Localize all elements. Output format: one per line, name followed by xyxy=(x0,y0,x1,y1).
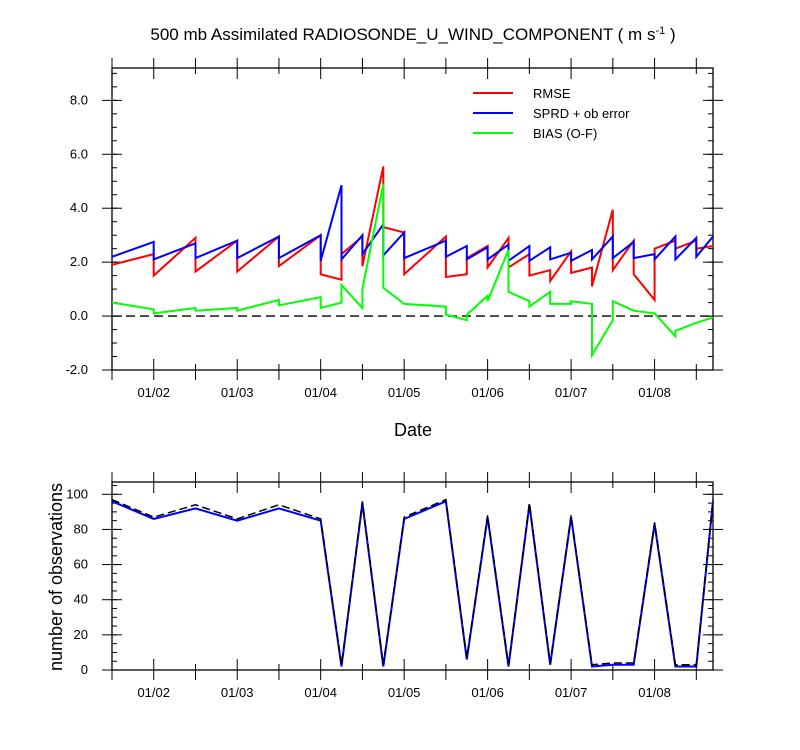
x-axis-title: Date xyxy=(394,420,432,440)
x-tick-label: 01/07 xyxy=(555,385,588,400)
series-line-possible xyxy=(111,498,714,666)
y-tick-label: 6.0 xyxy=(70,146,88,161)
x-tick-label: 01/07 xyxy=(555,685,588,700)
y-tick-label: -2.0 xyxy=(66,362,88,377)
series-line-rmse xyxy=(111,166,714,303)
series-line-used xyxy=(111,499,714,668)
legend-label: RMSE xyxy=(533,86,571,101)
x-tick-label: 01/05 xyxy=(388,385,421,400)
plot-frame xyxy=(111,481,714,671)
series-line-sprd-ob-error xyxy=(111,185,714,263)
bottom-chart: 01/02 01/03 01/04 01/05 01/06 01/07 01/08 0 20 40… xyxy=(66,472,723,700)
y-tick-label: 80 xyxy=(74,521,88,536)
x-tick-label: 01/03 xyxy=(221,385,254,400)
top-chart: 01/02 01/03 01/04 01/05 01/06 01/07 01/08 -2.0 0… xyxy=(66,58,723,400)
x-tick-label: 01/04 xyxy=(304,385,337,400)
x-tick-label: 01/08 xyxy=(638,385,671,400)
x-tick-label: 01/02 xyxy=(137,685,170,700)
x-tick-label: 01/03 xyxy=(221,685,254,700)
y-axis-title-bottom: number of observations xyxy=(46,483,66,671)
y-tick-label: 20 xyxy=(74,627,88,642)
y-tick-label: 100 xyxy=(66,486,88,501)
y-tick-label: 4.0 xyxy=(70,200,88,215)
y-tick-label: 40 xyxy=(74,592,88,607)
x-tick-label: 01/02 xyxy=(137,385,170,400)
y-tick-label: 0 xyxy=(81,662,88,677)
x-tick-label: 01/06 xyxy=(471,385,504,400)
y-tick-label: 0.0 xyxy=(70,308,88,323)
chart-title: 500 mb Assimilated RADIOSONDE_U_WIND_COM… xyxy=(150,25,675,44)
x-tick-label: 01/08 xyxy=(638,685,671,700)
legend-label: SPRD + ob error xyxy=(533,106,630,121)
plot-frame xyxy=(111,67,714,371)
x-tick-label: 01/05 xyxy=(388,685,421,700)
x-tick-label: 01/04 xyxy=(304,685,337,700)
y-tick-label: 60 xyxy=(74,557,88,572)
legend-label: BIAS (O-F) xyxy=(533,126,597,141)
series-line-bias-o-f xyxy=(111,183,714,359)
x-tick-label: 01/06 xyxy=(471,685,504,700)
y-tick-label: 2.0 xyxy=(70,254,88,269)
y-tick-label: 8.0 xyxy=(70,92,88,107)
